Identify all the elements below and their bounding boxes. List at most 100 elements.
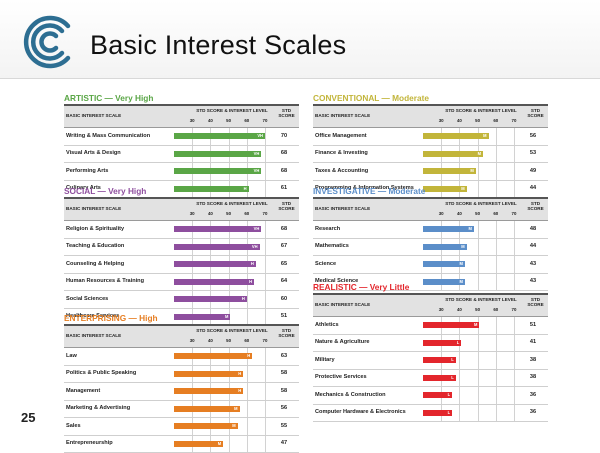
std-score-header-line2: SCORE [278, 333, 294, 338]
std-score-header-line1: STD [531, 201, 540, 206]
axis-tick-label: 50 [226, 118, 231, 123]
score-bar: H [174, 296, 247, 302]
std-score-header-line1: STD [282, 108, 291, 113]
scale-name: Religion & Spirituality [66, 226, 124, 232]
table-row: Protective Services L 38 [313, 370, 548, 388]
std-score-value: 67 [273, 243, 295, 249]
grid-line [459, 352, 460, 369]
score-bar: M [423, 322, 479, 328]
grid-line [265, 274, 266, 291]
std-score-value: 68 [273, 150, 295, 156]
std-score-header-line2: SCORE [527, 302, 543, 307]
std-score-value: 63 [273, 353, 295, 359]
std-score-value: 41 [522, 339, 544, 345]
grid-line [459, 370, 460, 387]
score-bar: VH [174, 133, 265, 139]
axis-tick-label: 70 [512, 118, 517, 123]
grid-line [265, 418, 266, 435]
scale-name: Management [66, 388, 100, 394]
section-title: SOCIAL — Very High [64, 186, 299, 197]
grid-line [496, 256, 497, 273]
grid-line [514, 163, 515, 180]
std-score-header-line1: STD [531, 108, 540, 113]
std-score-value: 43 [522, 261, 544, 267]
std-level-column-header: STD SCORE & INTEREST LEVEL [182, 328, 282, 333]
axis-tick-label: 40 [208, 118, 213, 123]
axis-tick-label: 40 [208, 211, 213, 216]
score-bar: M [174, 441, 223, 447]
std-score-value: 68 [273, 226, 295, 232]
scale-name: Visual Arts & Design [66, 150, 121, 156]
score-bar: L [423, 392, 452, 398]
grid-line [514, 256, 515, 273]
score-bar: M [423, 261, 465, 267]
scale-name: Mathematics [315, 243, 349, 249]
grid-line [459, 405, 460, 422]
interest-level-label: VH [254, 168, 260, 173]
interest-level-label: H [238, 388, 241, 393]
grid-line [265, 401, 266, 418]
grid-line [514, 146, 515, 163]
page-title: Basic Interest Scales [90, 30, 346, 61]
grid-line [478, 405, 479, 422]
grid-line [496, 335, 497, 352]
grid-line [478, 335, 479, 352]
std-score-value: 47 [273, 440, 295, 446]
interest-level-label: L [451, 357, 454, 362]
grid-line [514, 352, 515, 369]
grid-line [478, 221, 479, 238]
interest-level-label: H [242, 296, 245, 301]
axis-tick-label: 60 [244, 118, 249, 123]
grid-line [478, 239, 479, 256]
grid-line [265, 163, 266, 180]
scale-name: Nature & Agriculture [315, 339, 370, 345]
axis-tick-label: 40 [457, 118, 462, 123]
std-score-value: 49 [522, 168, 544, 174]
std-score-value: 56 [522, 133, 544, 139]
scale-name: Military [315, 357, 335, 363]
axis-tick-label: 40 [457, 211, 462, 216]
score-bar: L [423, 375, 456, 381]
grid-line [478, 370, 479, 387]
grid-line [478, 163, 479, 180]
std-level-column-header: STD SCORE & INTEREST LEVEL [182, 201, 282, 206]
std-score-value: 38 [522, 357, 544, 363]
interest-level-label: H [238, 371, 241, 376]
std-score-value: 38 [522, 374, 544, 380]
grid-line [247, 291, 248, 308]
interest-level-label: M [470, 168, 473, 173]
grid-line [478, 256, 479, 273]
interest-level-label: VH [252, 244, 258, 249]
grid-line [478, 387, 479, 404]
section-title: REALISTIC — Very Little [313, 282, 548, 293]
grid-line [247, 401, 248, 418]
grid-line [496, 163, 497, 180]
std-level-column-header: STD SCORE & INTEREST LEVEL [431, 297, 531, 302]
score-bar: H [174, 388, 243, 394]
grid-line [514, 239, 515, 256]
grid-line [478, 352, 479, 369]
scale-name: Mechanics & Construction [315, 392, 386, 398]
interest-level-label: H [249, 279, 252, 284]
grid-line [265, 383, 266, 400]
axis-tick-label: 60 [493, 307, 498, 312]
axis-tick-label: 70 [512, 211, 517, 216]
std-score-value: 64 [273, 278, 295, 284]
slide-header: Basic Interest Scales [0, 0, 600, 79]
section-title: INVESTIGATIVE — Moderate [313, 186, 548, 197]
scale-name: Protective Services [315, 374, 367, 380]
score-bar: H [174, 279, 254, 285]
grid-line [496, 405, 497, 422]
